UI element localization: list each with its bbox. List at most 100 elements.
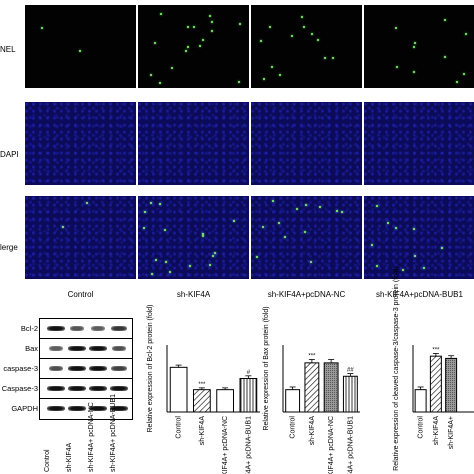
column-label-sh-kif4a-pcdna-bub1: sh-KIF4A+pcDNA-BUB1: [376, 290, 463, 299]
positive-cell-dot: [441, 247, 444, 250]
blot-band: [68, 406, 86, 411]
column-label-sh-kif4a-pcdna-nc: sh-KIF4A+pcDNA-NC: [267, 290, 346, 299]
blot-label-cleaved-caspase3: caspase-3: [3, 364, 38, 373]
significance-mark: ***: [198, 382, 206, 388]
positive-cell-dot: [332, 57, 335, 60]
blot-band: [68, 346, 86, 351]
positive-cell-dot: [159, 81, 162, 84]
image-merge-2: [251, 196, 362, 279]
bar: [342, 375, 358, 413]
positive-cell-dot: [211, 254, 214, 257]
blot-band: [89, 366, 107, 371]
positive-cell-dot: [283, 236, 286, 239]
blot-strip-1: [39, 338, 133, 360]
blot-strip-3: [39, 378, 133, 400]
positive-cell-dot: [310, 33, 313, 36]
positive-cell-dot: [296, 208, 299, 211]
positive-cell-dot: [171, 66, 173, 69]
positive-cell-dot: [455, 80, 458, 83]
category-label: Control: [176, 416, 183, 439]
positive-cell-dot: [412, 71, 415, 74]
positive-cell-dot: [209, 14, 212, 17]
positive-cell-dot: [151, 273, 154, 276]
positive-cell-dot: [316, 38, 319, 41]
positive-cell-dot: [300, 15, 303, 18]
lane-label-pcdna-nc: sh-KIF4A+ pcDNA-NC: [88, 402, 95, 472]
category-label: sh-KIF4A+ pcDNA-NC: [222, 416, 229, 474]
category-label: sh-KIF4A+ pcDNA-NC: [328, 416, 335, 474]
row-label-tunel: NEL: [0, 45, 16, 54]
blot-band: [47, 386, 65, 391]
blot-band: [110, 406, 128, 411]
positive-cell-dot: [318, 206, 321, 209]
positive-cell-dot: [184, 49, 187, 52]
blot-label-caspase3: Caspase-3: [1, 384, 38, 393]
positive-cell-dot: [414, 254, 417, 257]
y-axis-label: Relative expression of Bax protein (fold…: [263, 306, 270, 430]
positive-cell-dot: [371, 244, 373, 247]
positive-cell-dot: [303, 26, 305, 29]
lane-label-control: Control: [44, 449, 51, 472]
row-label-merge: lerge: [0, 243, 18, 252]
significance-mark: ***: [432, 347, 440, 353]
image-dapi-1: [138, 102, 249, 185]
positive-cell-dot: [40, 27, 43, 30]
positive-cell-dot: [85, 201, 88, 204]
blot-band: [111, 326, 127, 331]
positive-cell-dot: [210, 20, 213, 23]
positive-cell-dot: [335, 210, 338, 213]
blot-band: [110, 386, 128, 391]
bar: [445, 357, 458, 413]
positive-cell-dot: [462, 72, 465, 75]
positive-cell-dot: [163, 229, 166, 232]
positive-cell-dot: [210, 29, 213, 32]
positive-cell-dot: [341, 210, 343, 213]
positive-cell-dot: [271, 200, 274, 203]
image-tunel-1: [138, 5, 249, 88]
significance-mark: #: [247, 370, 251, 376]
positive-cell-dot: [412, 45, 415, 48]
blot-band: [111, 346, 127, 351]
positive-cell-dot: [402, 268, 405, 271]
image-merge-0: [25, 196, 136, 279]
bar: [323, 362, 339, 413]
blot-label-gapdh: GAPDH: [11, 404, 38, 413]
positive-cell-dot: [150, 74, 152, 77]
positive-cell-dot: [261, 226, 264, 229]
blot-strip-0: [39, 318, 133, 340]
positive-cell-dot: [290, 34, 293, 37]
positive-cell-dot: [159, 12, 162, 15]
bar: [414, 389, 427, 413]
positive-cell-dot: [305, 203, 308, 206]
positive-cell-dot: [279, 74, 282, 77]
positive-cell-dot: [154, 258, 157, 261]
positive-cell-dot: [187, 46, 190, 49]
category-label: sh-KIF4A: [433, 416, 440, 446]
positive-cell-dot: [159, 202, 162, 205]
lane-label-sh-kif4a: sh-KIF4A: [66, 442, 73, 472]
positive-cell-dot: [237, 80, 240, 83]
image-tunel-2: [251, 5, 362, 88]
positive-cell-dot: [263, 77, 266, 80]
positive-cell-dot: [465, 33, 468, 36]
positive-cell-dot: [259, 39, 262, 42]
positive-cell-dot: [278, 221, 281, 224]
bar: [304, 362, 320, 413]
image-tunel-3: [364, 5, 474, 88]
blot-band: [91, 326, 105, 331]
positive-cell-dot: [144, 211, 147, 214]
positive-cell-dot: [303, 230, 306, 233]
blot-band: [47, 326, 65, 331]
positive-cell-dot: [214, 251, 217, 254]
blot-band: [89, 346, 107, 351]
positive-cell-dot: [239, 22, 242, 25]
positive-cell-dot: [376, 205, 379, 208]
positive-cell-dot: [187, 26, 190, 29]
row-label-dapi: DAPI: [0, 150, 19, 159]
column-label-control: Control: [67, 290, 94, 299]
lane-label-pcdna-bub1: sh-KIF4A+ pcDNA-BUB1: [110, 394, 117, 472]
blot-label-bcl2: Bcl-2: [20, 324, 38, 333]
blot-strip-2: [39, 358, 133, 380]
positive-cell-dot: [423, 267, 426, 270]
positive-cell-dot: [142, 226, 145, 229]
